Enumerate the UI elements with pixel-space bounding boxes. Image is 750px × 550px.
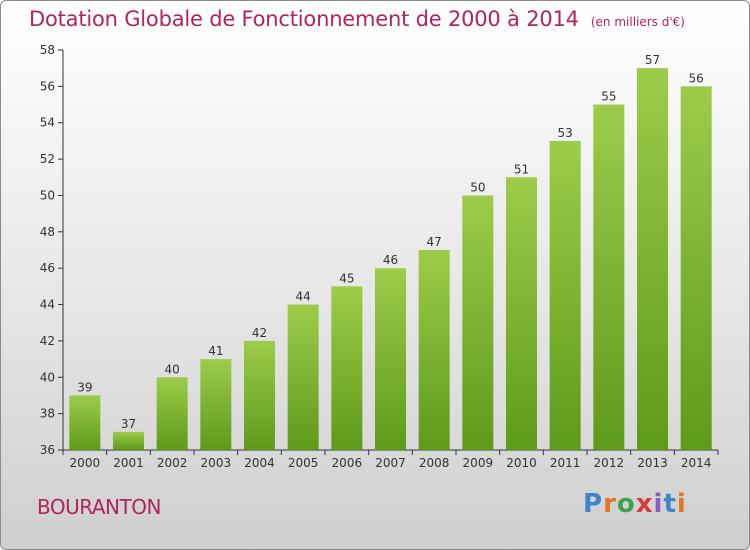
- bar: [418, 250, 450, 450]
- bar: [680, 86, 712, 450]
- y-tick-label: 50: [40, 188, 55, 202]
- logo-letter: i: [653, 489, 664, 519]
- logo-letter: r: [603, 489, 617, 519]
- bar-value-label: 46: [383, 253, 398, 267]
- x-tick-label: 2006: [332, 456, 363, 470]
- place-name: BOURANTON: [37, 495, 161, 519]
- y-tick-label: 44: [40, 298, 55, 312]
- bar: [549, 140, 581, 450]
- logo-letter: x: [635, 489, 654, 519]
- proxiti-logo[interactable]: Proxiti: [583, 489, 687, 519]
- y-tick-label: 56: [40, 79, 55, 93]
- bar: [156, 377, 188, 450]
- y-tick-label: 54: [40, 116, 55, 130]
- bar-value-label: 47: [427, 235, 442, 249]
- x-tick-label: 2000: [70, 456, 101, 470]
- bar-value-label: 41: [208, 344, 223, 358]
- chart-unit: (en milliers d'€): [590, 15, 685, 29]
- x-tick-label: 2003: [201, 456, 232, 470]
- x-tick-label: 2010: [506, 456, 537, 470]
- chart-title-text: Dotation Globale de Fonctionnement de 20…: [29, 7, 579, 31]
- bar-value-label: 37: [121, 417, 136, 431]
- chart-title: Dotation Globale de Fonctionnement de 20…: [29, 7, 685, 31]
- bar-value-label: 51: [514, 162, 529, 176]
- x-tick-label: 2012: [594, 456, 625, 470]
- bar-value-label: 45: [339, 271, 354, 285]
- y-tick-label: 58: [40, 43, 55, 57]
- bar-value-label: 42: [252, 326, 267, 340]
- bar: [593, 104, 625, 450]
- bar-value-label: 55: [601, 90, 616, 104]
- bar: [331, 286, 363, 450]
- logo-letter: i: [676, 489, 687, 519]
- x-tick-label: 2001: [113, 456, 144, 470]
- bar: [244, 340, 275, 450]
- bar-value-label: 53: [558, 126, 573, 140]
- x-tick-label: 2009: [463, 456, 494, 470]
- bar: [200, 359, 232, 450]
- x-tick-label: 2011: [550, 456, 581, 470]
- bar-value-label: 56: [689, 71, 704, 85]
- logo-letter: o: [616, 489, 636, 519]
- bar: [637, 68, 668, 450]
- y-tick-label: 36: [40, 443, 55, 457]
- x-tick-label: 2013: [637, 456, 668, 470]
- bar-value-label: 39: [77, 380, 92, 394]
- x-tick-label: 2014: [681, 456, 712, 470]
- y-tick-label: 48: [40, 225, 55, 239]
- x-tick-label: 2008: [419, 456, 450, 470]
- bar: [506, 177, 537, 451]
- bar: [375, 268, 406, 450]
- logo-letter: t: [663, 489, 677, 519]
- bar-value-label: 40: [165, 362, 180, 376]
- y-tick-label: 42: [40, 334, 55, 348]
- x-tick-label: 2004: [244, 456, 275, 470]
- x-tick-label: 2007: [375, 456, 406, 470]
- y-tick-label: 40: [40, 370, 55, 384]
- bar: [69, 395, 101, 450]
- logo-letter: P: [583, 489, 604, 519]
- y-tick-label: 46: [40, 261, 55, 275]
- y-tick-label: 38: [40, 407, 55, 421]
- bar: [287, 304, 319, 450]
- bar: [113, 431, 144, 450]
- bar-value-label: 44: [296, 290, 311, 304]
- y-tick-label: 52: [40, 152, 55, 166]
- x-tick-label: 2005: [288, 456, 319, 470]
- bar-value-label: 57: [645, 53, 660, 67]
- bar: [462, 195, 494, 450]
- x-tick-label: 2002: [157, 456, 188, 470]
- bar-value-label: 50: [470, 180, 485, 194]
